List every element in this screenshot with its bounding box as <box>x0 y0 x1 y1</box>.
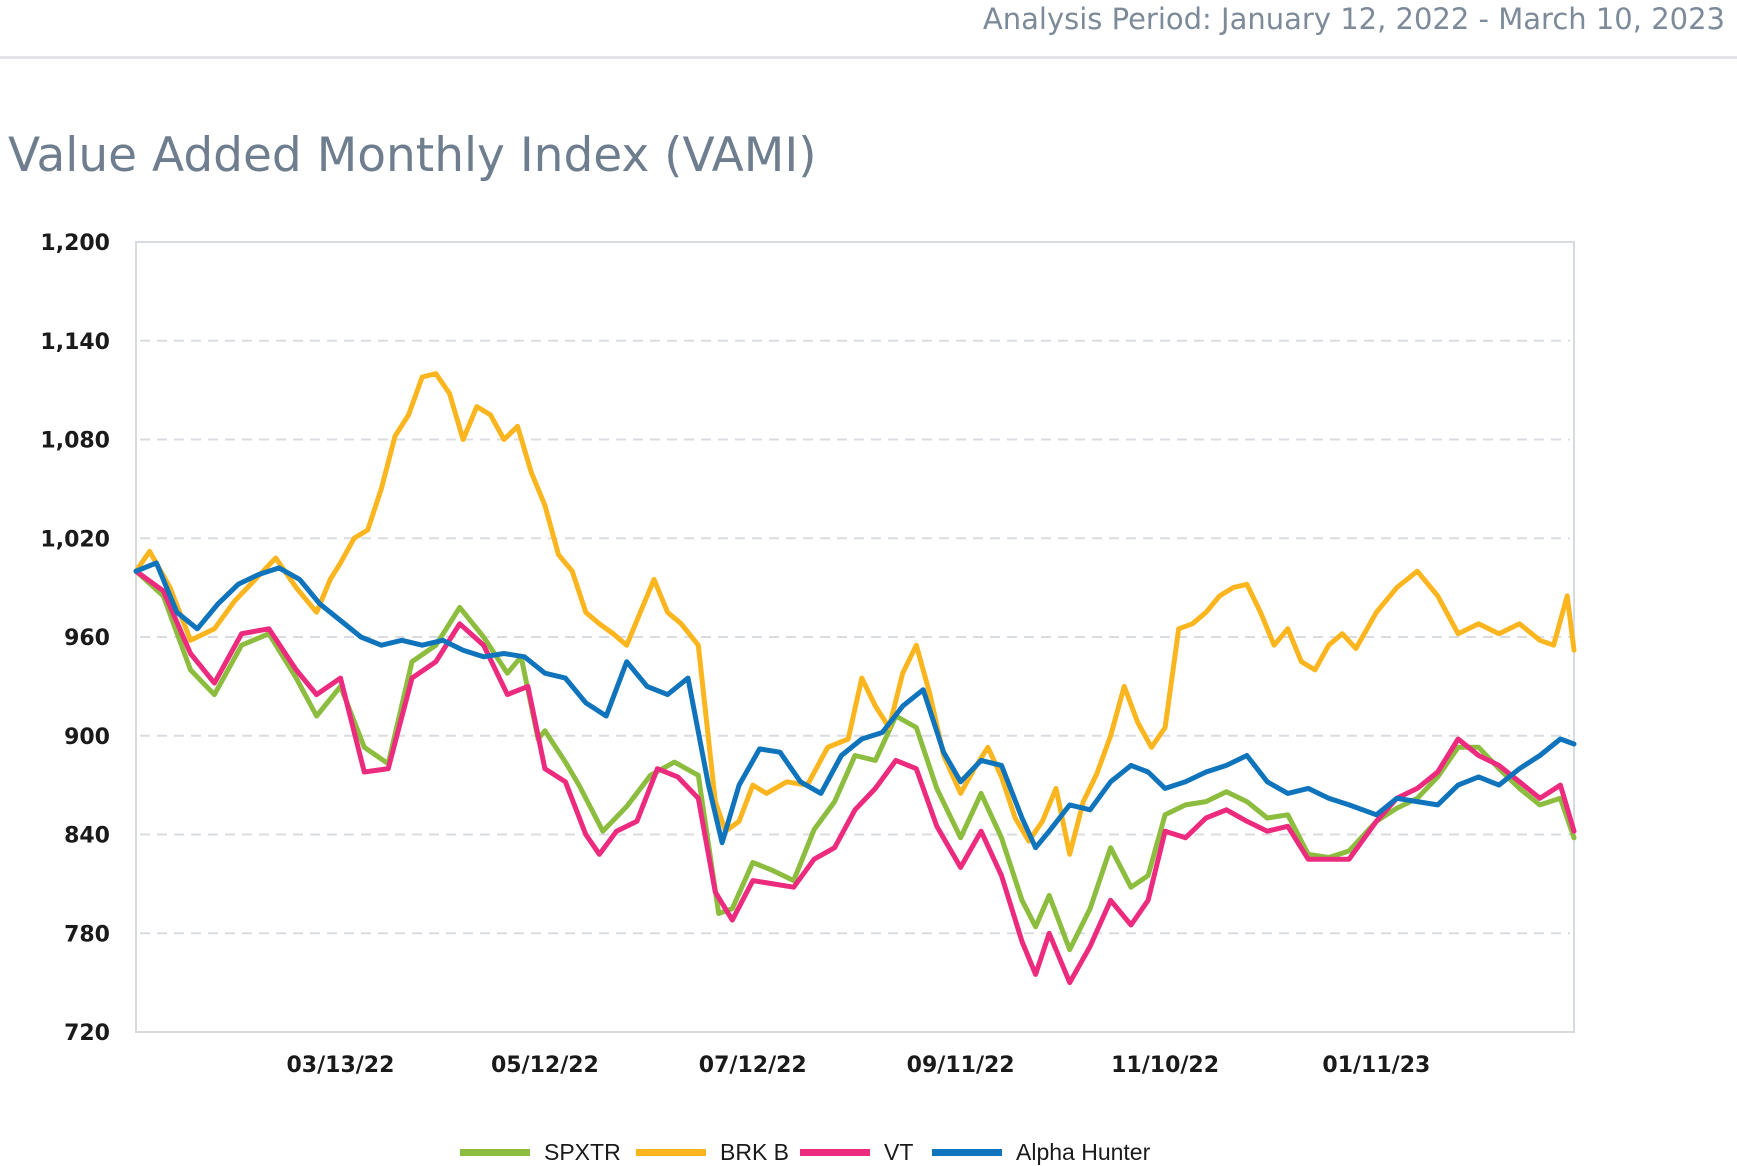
legend-swatch-spxtr <box>460 1149 530 1156</box>
legend-swatch-vt <box>800 1149 870 1156</box>
series-line-vt <box>133 568 1577 986</box>
y-tick-label: 1,140 <box>40 330 110 355</box>
y-tick-label: 1,080 <box>40 429 110 454</box>
series-line-alpha-hunter <box>133 560 1577 851</box>
y-tick-label: 840 <box>64 824 110 849</box>
x-tick-label: 03/13/22 <box>286 1053 394 1078</box>
legend-label-vt: VT <box>884 1139 913 1165</box>
legend: SPXTR BRK B VT Alpha Hunter <box>460 1139 1151 1165</box>
header-divider <box>0 56 1737 59</box>
legend-swatch-brk-b <box>636 1149 706 1156</box>
legend-label-spxtr: SPXTR <box>544 1139 621 1165</box>
x-tick-label: 01/11/23 <box>1322 1053 1430 1078</box>
y-tick-label: 1,200 <box>40 231 110 256</box>
y-tick-label: 720 <box>64 1021 110 1046</box>
legend-swatch-alpha-hunter <box>932 1149 1002 1156</box>
x-tick-label: 11/10/22 <box>1111 1053 1219 1078</box>
grid-lines <box>140 339 1570 935</box>
x-tick-label: 07/12/22 <box>699 1053 807 1078</box>
analysis-period: Analysis Period: January 12, 2022 - Marc… <box>982 2 1725 36</box>
y-tick-label: 780 <box>64 922 110 947</box>
series-lines <box>133 371 1577 986</box>
legend-label-alpha-hunter: Alpha Hunter <box>1016 1139 1151 1165</box>
y-tick-label: 960 <box>64 626 110 651</box>
x-axis: 03/13/22 05/12/22 07/12/22 09/11/22 11/10/22… <box>286 1053 1430 1078</box>
y-tick-label: 1,020 <box>40 527 110 552</box>
x-tick-label: 05/12/22 <box>491 1053 599 1078</box>
chart-title: Value Added Monthly Index (VAMI) <box>8 128 817 183</box>
legend-label-brk-b: BRK B <box>720 1139 789 1165</box>
x-tick-label: 09/11/22 <box>907 1053 1015 1078</box>
series-line-brk-b <box>133 371 1577 857</box>
y-axis: 720 780 840 900 960 1,020 1,080 1,140 1,200 <box>40 231 110 1046</box>
series-line-spxtr <box>133 568 1577 953</box>
y-tick-label: 900 <box>64 725 110 750</box>
